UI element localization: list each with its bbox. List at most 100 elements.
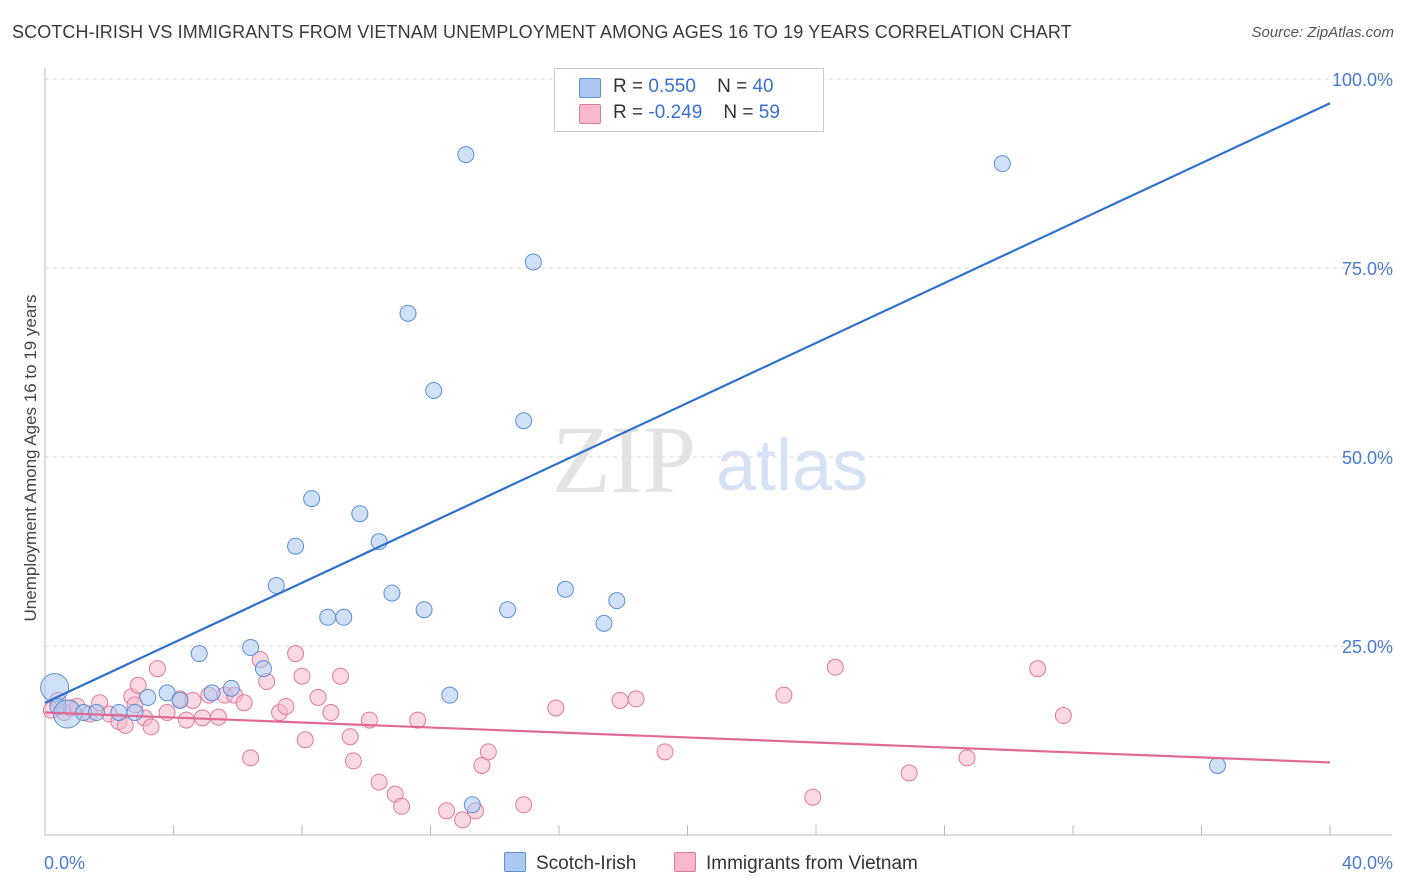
point-vietnam xyxy=(277,697,295,715)
point-scotch-irish xyxy=(441,686,459,704)
point-vietnam xyxy=(296,731,314,749)
legend-swatch-pink xyxy=(579,104,601,124)
trend-line-vietnam xyxy=(44,711,1331,764)
point-vietnam xyxy=(627,690,645,708)
legend-r-value: -0.249 xyxy=(648,102,703,123)
point-vietnam xyxy=(177,711,195,729)
point-vietnam xyxy=(804,788,822,806)
legend-item-scotch-irish: Scotch-Irish xyxy=(504,852,636,875)
point-vietnam xyxy=(287,645,305,663)
point-vietnam xyxy=(242,749,260,767)
legend-n-label: N = xyxy=(723,102,754,123)
point-vietnam xyxy=(293,667,311,685)
point-scotch-irish xyxy=(1209,756,1227,774)
trend-line-scotch-irish xyxy=(44,102,1331,704)
legend-label-vietnam: Immigrants from Vietnam xyxy=(706,853,918,874)
point-scotch-irish xyxy=(303,490,321,508)
point-scotch-irish xyxy=(399,304,417,322)
point-scotch-irish xyxy=(171,691,189,709)
point-vietnam xyxy=(344,752,362,770)
point-vietnam xyxy=(438,802,456,820)
point-scotch-irish xyxy=(319,608,337,626)
point-scotch-irish xyxy=(993,155,1011,173)
legend-r-label: R = xyxy=(613,76,644,97)
point-scotch-irish xyxy=(254,660,272,678)
y-tick-label: 100.0% xyxy=(1332,70,1393,90)
tick-labels: 25.0% 50.0% 75.0% 100.0% 0.0% 40.0% xyxy=(44,70,1393,873)
point-scotch-irish xyxy=(463,796,481,814)
x-tick-label: 0.0% xyxy=(44,853,85,873)
point-scotch-irish xyxy=(110,704,128,722)
point-vietnam xyxy=(309,688,327,706)
point-vietnam xyxy=(332,667,350,685)
point-scotch-irish xyxy=(267,577,285,595)
point-vietnam xyxy=(393,797,411,815)
legend-r-value: 0.550 xyxy=(648,76,696,97)
point-scotch-irish xyxy=(556,580,574,598)
trend-lines xyxy=(44,102,1331,764)
y-tick-label: 50.0% xyxy=(1342,448,1393,468)
point-scotch-irish xyxy=(351,505,369,523)
series-legend: Scotch-Irish Immigrants from Vietnam xyxy=(0,852,1406,876)
point-vietnam xyxy=(454,811,472,829)
legend-label-scotch-irish: Scotch-Irish xyxy=(536,853,637,874)
point-scotch-irish xyxy=(595,614,613,632)
point-scotch-irish xyxy=(87,704,105,722)
point-vietnam xyxy=(322,704,340,722)
point-vietnam xyxy=(1054,707,1072,725)
point-vietnam xyxy=(547,699,565,717)
point-scotch-irish xyxy=(203,684,221,702)
point-vietnam xyxy=(341,728,359,746)
point-scotch-irish xyxy=(158,684,176,702)
watermark-zip: ZIP xyxy=(552,406,696,513)
chart-title: SCOTCH-IRISH VS IMMIGRANTS FROM VIETNAM … xyxy=(12,22,1072,42)
point-vietnam xyxy=(479,743,497,761)
series-immigrants-from-vietnam xyxy=(42,645,1072,829)
point-scotch-irish xyxy=(524,253,542,271)
y-tick-label: 25.0% xyxy=(1342,637,1393,657)
legend-n-label: N = xyxy=(717,76,748,97)
point-scotch-irish xyxy=(457,146,475,164)
point-scotch-irish xyxy=(139,688,157,706)
legend-swatch-pink xyxy=(674,852,696,872)
point-scotch-irish xyxy=(335,608,353,626)
point-scotch-irish xyxy=(425,381,443,399)
source-label: Source: ZipAtlas.com xyxy=(1251,24,1394,41)
point-scotch-irish xyxy=(190,645,208,663)
point-vietnam xyxy=(209,708,227,726)
point-scotch-irish xyxy=(222,679,240,697)
point-vietnam xyxy=(1029,660,1047,678)
point-vietnam xyxy=(515,796,533,814)
point-vietnam xyxy=(235,694,253,712)
legend-n-value: 40 xyxy=(752,76,774,97)
correlation-legend: R = 0.550 N = 40 R = -0.249 N = 59 xyxy=(554,68,824,132)
point-scotch-irish xyxy=(608,592,626,610)
point-vietnam xyxy=(775,686,793,704)
legend-item-vietnam: Immigrants from Vietnam xyxy=(674,852,918,875)
x-tick-label: 40.0% xyxy=(1342,853,1393,873)
legend-swatch-blue xyxy=(504,852,526,872)
point-vietnam xyxy=(473,756,491,774)
point-scotch-irish xyxy=(287,537,305,555)
grid-lines xyxy=(45,78,1392,647)
point-scotch-irish xyxy=(126,704,144,722)
point-vietnam xyxy=(129,676,147,694)
legend-n-value: 59 xyxy=(758,102,780,123)
point-scotch-irish xyxy=(242,639,260,657)
point-vietnam xyxy=(142,718,160,736)
point-vietnam xyxy=(900,764,918,782)
point-vietnam xyxy=(656,743,674,761)
point-vietnam xyxy=(826,658,844,676)
point-scotch-irish xyxy=(383,584,401,602)
y-tick-label: 75.0% xyxy=(1342,259,1393,279)
point-vietnam xyxy=(370,773,388,791)
legend-swatch-blue xyxy=(579,78,601,98)
watermark-atlas: atlas xyxy=(716,426,868,506)
point-scotch-irish xyxy=(415,601,433,619)
point-scotch-irish xyxy=(499,601,517,619)
point-vietnam xyxy=(958,749,976,767)
point-vietnam xyxy=(148,660,166,678)
point-scotch-irish xyxy=(515,412,533,430)
legend-r-label: R = xyxy=(613,102,644,123)
